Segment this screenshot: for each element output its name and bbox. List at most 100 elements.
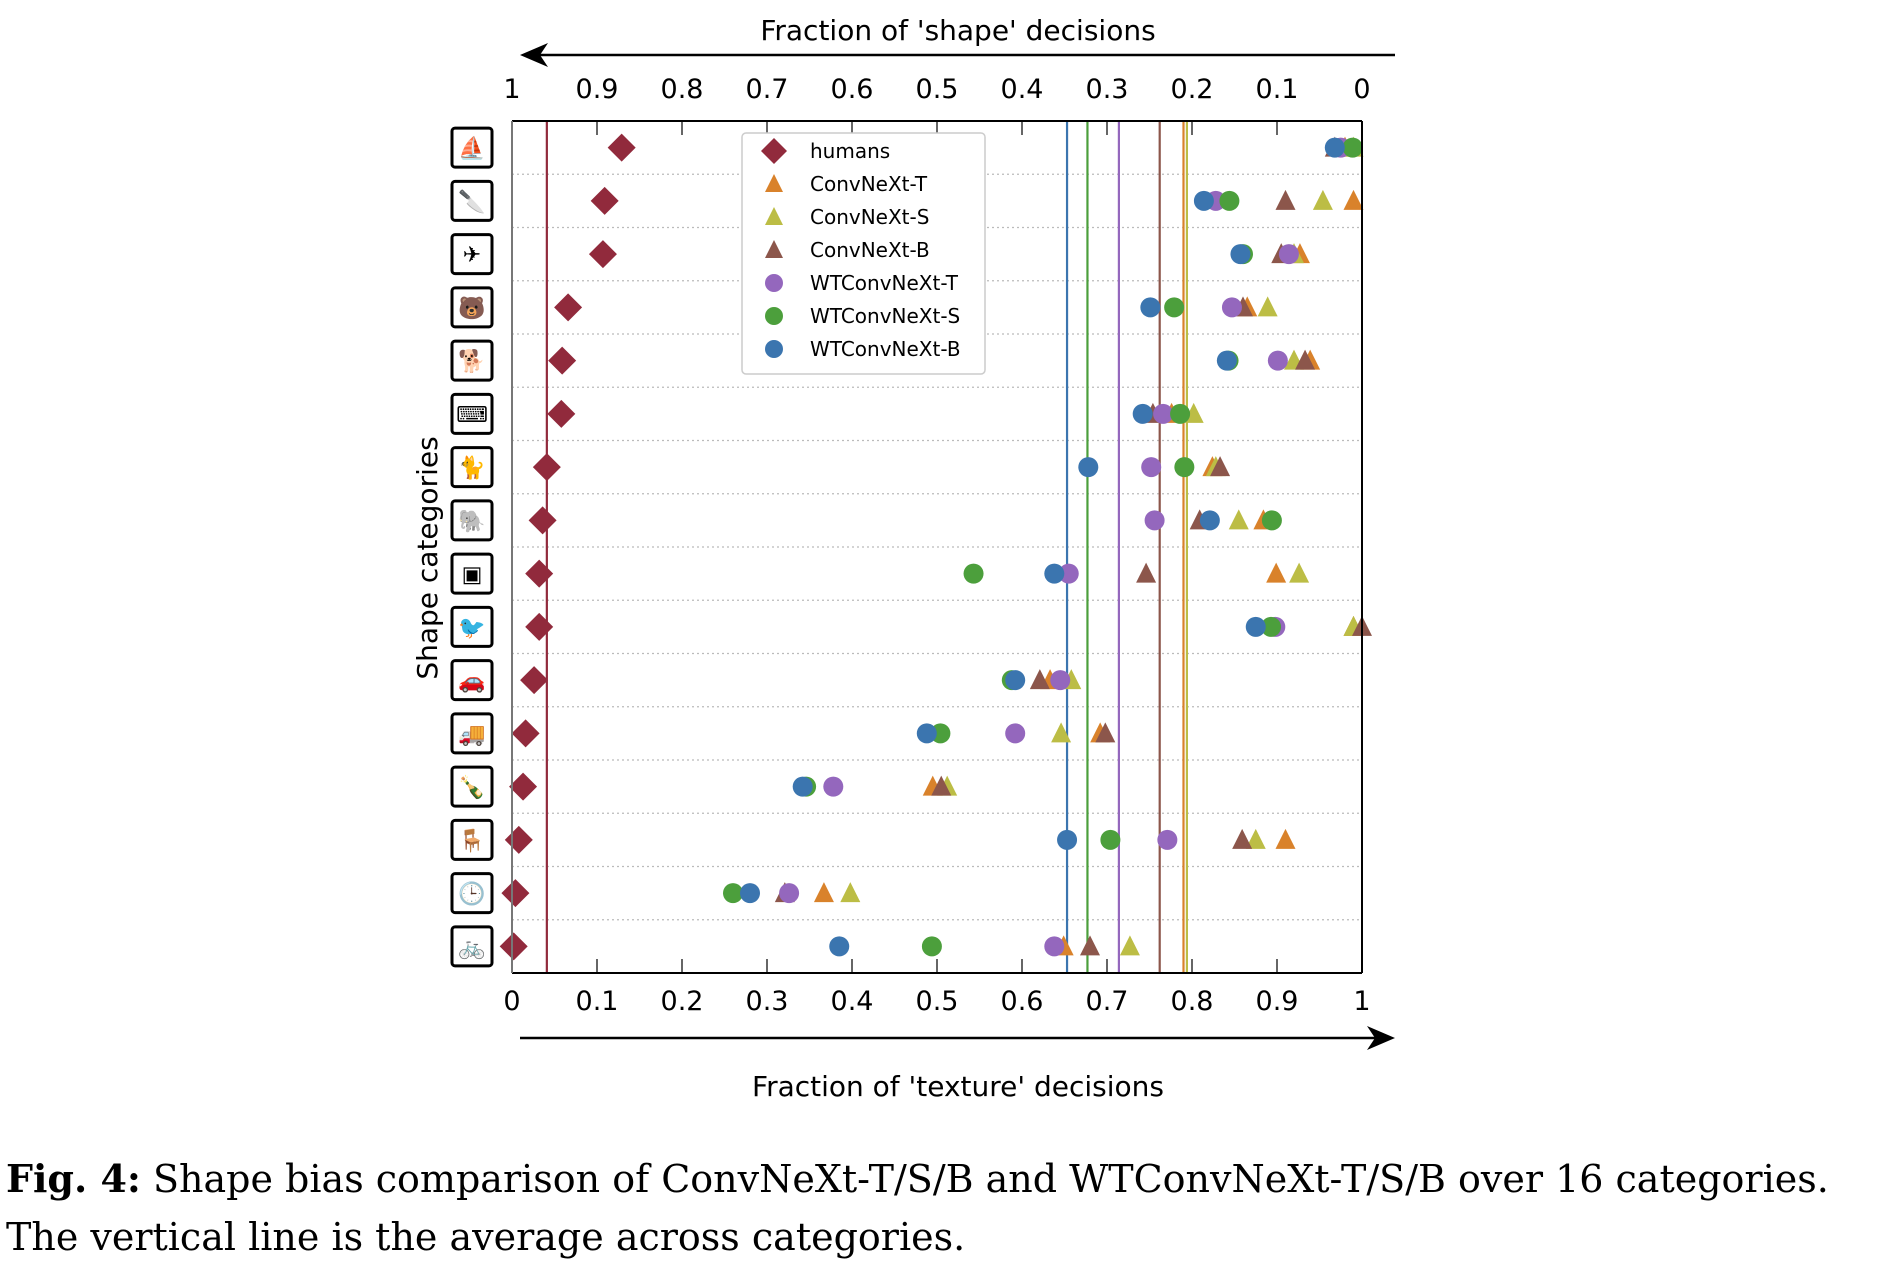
icon-frame xyxy=(450,339,494,382)
point-convnext-s-bear xyxy=(1257,296,1278,317)
plot-frame xyxy=(511,120,1363,974)
icon-frame xyxy=(450,446,494,489)
point-convnext-s-elephant xyxy=(1228,509,1249,530)
bicycle-icon: 🚲 xyxy=(450,925,494,968)
point-convnext-s-chair xyxy=(1245,828,1266,849)
point-humans-cat xyxy=(532,453,561,482)
top-tick-label: 0.1 xyxy=(1256,74,1299,105)
legend-label: ConvNeXt-B xyxy=(810,238,930,262)
bottom-tick-label: 0.3 xyxy=(746,986,789,1017)
point-humans-airplane xyxy=(588,240,617,269)
point-wtconvnext-s-boat xyxy=(1342,137,1363,158)
point-wtconvnext-t-car xyxy=(1050,670,1071,691)
icon-frame xyxy=(450,659,494,702)
bicycle-glyph: 🚲 xyxy=(458,935,485,960)
bottom-tick-label: 0.9 xyxy=(1256,986,1299,1017)
icon-frame xyxy=(450,552,494,595)
bottle-icon: 🍾 xyxy=(450,765,494,808)
point-humans-dog xyxy=(548,346,577,375)
point-wtconvnext-s-clock xyxy=(723,883,743,904)
elephant-glyph: 🐘 xyxy=(458,508,485,534)
boat-glyph: ⛵ xyxy=(458,136,485,162)
point-wtconvnext-b-cat xyxy=(1078,457,1099,478)
point-humans-boat xyxy=(607,133,636,162)
point-wtconvnext-t-chair xyxy=(1157,829,1178,850)
icon-frame xyxy=(450,499,494,542)
point-wtconvnext-b-keyboard xyxy=(1132,403,1153,424)
shape-bias-chart: Fraction of 'shape' decisions 1 0.9 0.8 0.7… xyxy=(411,14,1395,1103)
point-wtconvnext-t-keyboard xyxy=(1153,403,1174,424)
bottom-axis-arrow xyxy=(520,1026,1395,1050)
airplane-glyph: ✈ xyxy=(463,243,481,268)
legend-item-convnext-b: ConvNeXt-B xyxy=(765,238,930,262)
point-convnext-t-chair xyxy=(1275,828,1296,849)
knife-glyph: 🔪 xyxy=(458,189,485,215)
caption-text: Shape bias comparison of ConvNeXt-T/S/B … xyxy=(6,1157,1829,1259)
legend-item-wtconvnext-t: WTConvNeXt-T xyxy=(765,271,959,295)
bottle-glyph: 🍾 xyxy=(458,775,485,801)
point-humans-car xyxy=(520,666,549,695)
top-axis-title: Fraction of 'shape' decisions xyxy=(760,14,1155,47)
y-axis-title: Shape categories xyxy=(411,436,444,679)
point-convnext-s-bicycle xyxy=(1119,935,1140,956)
point-wtconvnext-b-elephant xyxy=(1199,510,1220,531)
top-tick-label: 0.5 xyxy=(916,74,959,105)
point-wtconvnext-b-chair xyxy=(1057,829,1078,850)
point-humans-oven xyxy=(525,559,554,588)
top-tick-label: 0.9 xyxy=(576,74,619,105)
top-tick-label: 1 xyxy=(503,74,520,105)
legend-label: WTConvNeXt-B xyxy=(810,337,961,361)
point-wtconvnext-b-knife xyxy=(1193,190,1214,211)
top-tick-label: 0.7 xyxy=(746,74,789,105)
icon-frame xyxy=(450,765,494,808)
legend-label: WTConvNeXt-S xyxy=(810,304,960,328)
cat-icon: 🐈 xyxy=(450,446,494,489)
legend-triangle-icon xyxy=(765,174,783,192)
legend-circle-icon xyxy=(765,340,783,358)
point-convnext-t-clock xyxy=(813,882,834,903)
point-humans-bird xyxy=(525,612,554,641)
top-tick-label: 0.4 xyxy=(1001,74,1044,105)
legend-label: ConvNeXt-T xyxy=(810,172,928,196)
point-wtconvnext-b-truck xyxy=(916,723,937,744)
car-glyph: 🚗 xyxy=(458,669,485,694)
point-wtconvnext-b-airplane xyxy=(1230,244,1251,265)
icon-frame xyxy=(450,925,494,968)
clock-icon: 🕒 xyxy=(450,872,494,915)
point-humans-keyboard xyxy=(547,399,576,428)
point-humans-chair xyxy=(504,825,533,854)
airplane-icon: ✈ xyxy=(450,233,494,276)
point-wtconvnext-b-bird xyxy=(1245,616,1266,637)
point-humans-bottle xyxy=(509,772,538,801)
point-humans-elephant xyxy=(528,506,557,535)
legend-label: humans xyxy=(810,139,890,163)
bottom-tick-label: 0.1 xyxy=(576,986,619,1017)
cat-glyph: 🐈 xyxy=(458,455,485,481)
point-wtconvnext-s-cat xyxy=(1174,457,1195,478)
point-wtconvnext-s-bird xyxy=(1261,616,1282,637)
point-wtconvnext-b-bicycle xyxy=(829,936,850,957)
point-wtconvnext-s-elephant xyxy=(1261,510,1282,531)
legend-diamond-icon xyxy=(761,138,787,164)
point-convnext-b-truck xyxy=(1095,722,1116,743)
top-tick-label: 0.8 xyxy=(661,74,704,105)
legend-triangle-icon xyxy=(765,207,783,225)
point-wtconvnext-t-elephant xyxy=(1144,510,1165,531)
truck-icon: 🚚 xyxy=(450,712,494,755)
point-wtconvnext-t-bicycle xyxy=(1044,936,1065,957)
icon-frame xyxy=(450,605,494,648)
bottom-tick-label: 0.7 xyxy=(1086,986,1129,1017)
point-wtconvnext-s-knife xyxy=(1219,190,1240,211)
point-humans-clock xyxy=(501,879,530,908)
top-tick-label: 0.6 xyxy=(831,74,874,105)
legend-item-wtconvnext-b: WTConvNeXt-B xyxy=(765,337,961,361)
legend-circle-icon xyxy=(765,307,783,325)
bottom-tick-label: 0.6 xyxy=(1001,986,1044,1017)
icon-frame xyxy=(450,872,494,915)
top-tick-label: 0.2 xyxy=(1171,74,1214,105)
point-wtconvnext-s-bear xyxy=(1164,297,1185,318)
keyboard-icon: ⌨ xyxy=(450,392,494,435)
point-convnext-b-cat xyxy=(1210,456,1231,477)
x-axis-title: Fraction of 'texture' decisions xyxy=(752,1070,1164,1103)
figure-caption: Fig. 4: Shape bias comparison of ConvNeX… xyxy=(6,1150,1886,1266)
